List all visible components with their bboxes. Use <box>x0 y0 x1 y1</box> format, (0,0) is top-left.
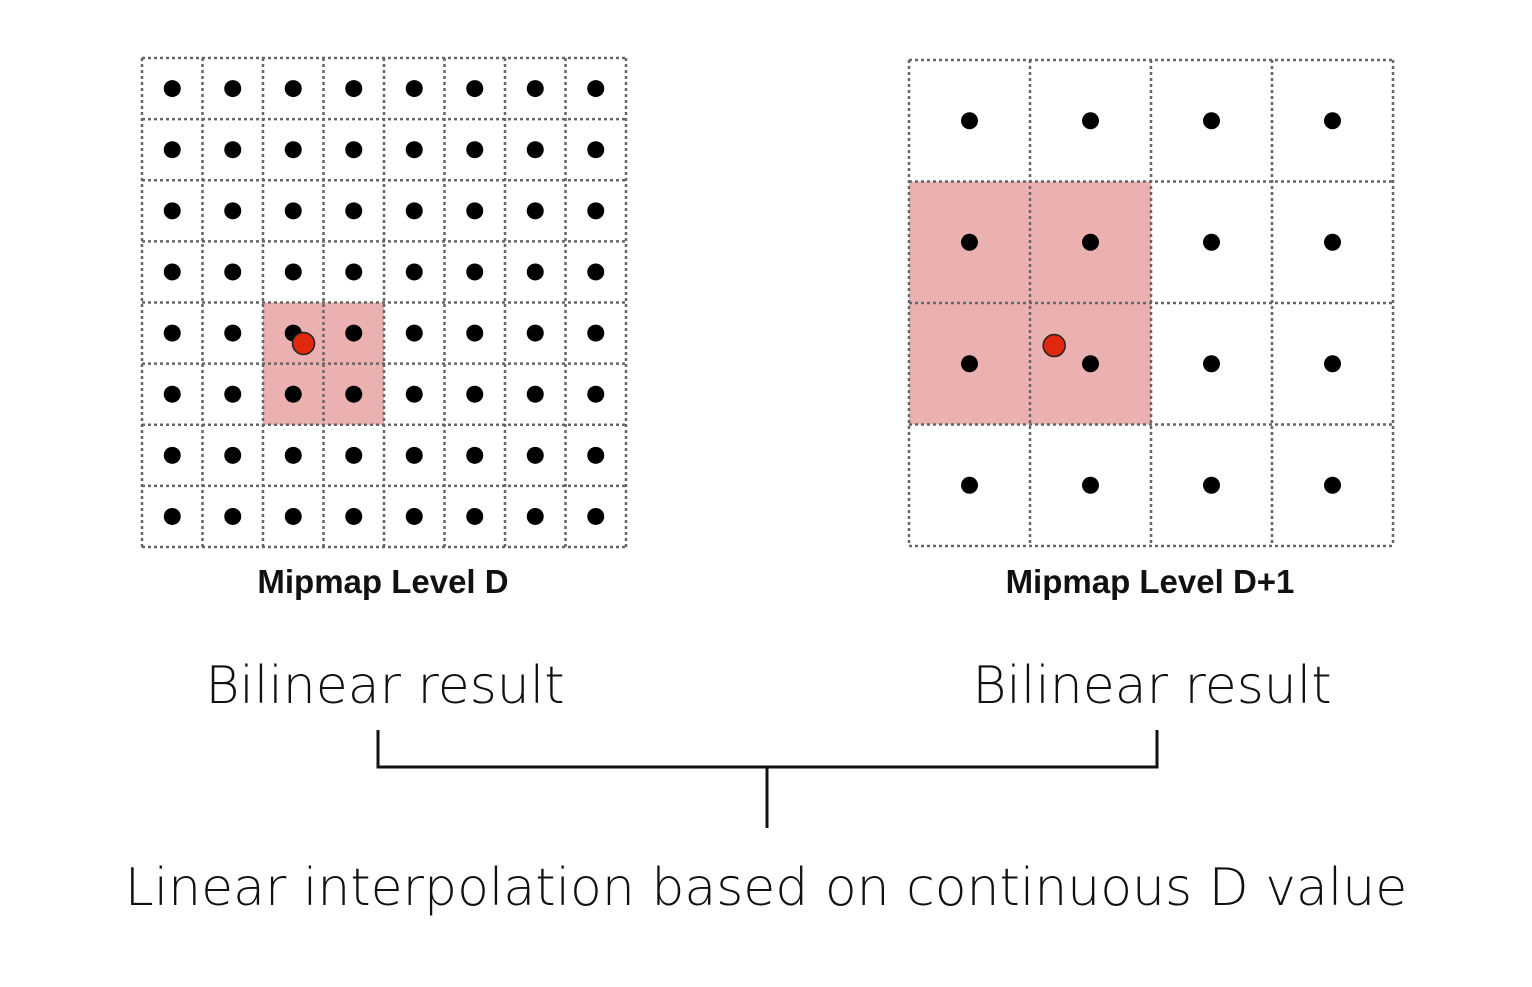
level-d-texel-dot <box>466 141 484 159</box>
level-d-texel-dot <box>345 446 363 464</box>
level-d-texel-dot <box>466 263 484 281</box>
mipmap-level-d1-caption: Mipmap Level D+1 <box>1006 563 1295 600</box>
level-d-texel-dot <box>284 263 302 281</box>
level-d1-texel-dot <box>1203 233 1220 251</box>
level-d-texel-dot <box>284 507 302 525</box>
level-d-texel-dot <box>405 324 423 342</box>
level-d1-texel-dot <box>1324 476 1341 494</box>
level-d-texel-dot <box>405 507 423 525</box>
level-d-texel-dot <box>466 507 484 525</box>
level-d1-texel-dot <box>961 476 978 494</box>
level-d-texel-dot <box>163 141 181 159</box>
level-d-texel-dot <box>526 80 544 98</box>
level-d1-texel-dot <box>961 355 978 373</box>
level-d-texel-dot <box>587 446 605 464</box>
level-d-texel-dot <box>284 141 302 159</box>
level-d-texel-dot <box>163 507 181 525</box>
level-d1-texel-dot <box>1082 233 1099 251</box>
level-d-texel-dot <box>163 446 181 464</box>
level-d-texel-dot <box>345 141 363 159</box>
level-d1-texel-dot <box>1324 112 1341 130</box>
level-d-texel-dot <box>345 202 363 220</box>
level-d1-texel-dot <box>961 233 978 251</box>
linear-interpolation-label: Linear interpolation based on continuous… <box>125 858 1407 918</box>
level-d-texel-dot <box>284 202 302 220</box>
level-d-texel-dot <box>345 507 363 525</box>
level-d-texel-dot <box>526 507 544 525</box>
level-d-texel-dot <box>526 385 544 403</box>
level-d-texel-dot <box>405 385 423 403</box>
level-d-texel-dot <box>405 263 423 281</box>
level-d-texel-dot <box>466 80 484 98</box>
level-d-texel-dot <box>526 141 544 159</box>
bilinear-result-left-label: Bilinear result <box>205 656 564 716</box>
level-d-texel-dot <box>224 80 242 98</box>
level-d-texel-dot <box>405 141 423 159</box>
bilinear-result-right-label: Bilinear result <box>972 656 1331 716</box>
level-d-texel-dot <box>224 263 242 281</box>
level-d-texel-dot <box>224 507 242 525</box>
mipmap-level-d-grid <box>140 56 628 549</box>
level-d-texel-dot <box>284 385 302 403</box>
level-d-texel-dot <box>526 263 544 281</box>
level-d-texel-dot <box>405 80 423 98</box>
level-d-texel-dot <box>587 385 605 403</box>
level-d1-sample-point <box>1042 333 1066 358</box>
level-d-texel-dot <box>224 324 242 342</box>
level-d-texel-dot <box>345 385 363 403</box>
level-d-texel-dot <box>163 263 181 281</box>
level-d-texel-dot <box>224 141 242 159</box>
level-d-texel-dot <box>526 446 544 464</box>
level-d-texel-dot <box>224 385 242 403</box>
level-d-texel-dot <box>224 202 242 220</box>
level-d-texel-dot <box>163 80 181 98</box>
level-d-texel-dot <box>587 324 605 342</box>
combine-bracket <box>376 730 1159 828</box>
level-d-texel-dot <box>405 202 423 220</box>
level-d-sample-point <box>291 331 316 356</box>
level-d-texel-dot <box>163 324 181 342</box>
level-d-texel-dot <box>284 446 302 464</box>
level-d-texel-dot <box>587 80 605 98</box>
level-d-texel-dot <box>163 385 181 403</box>
level-d1-texel-dot <box>1324 233 1341 251</box>
level-d1-texel-dot <box>1082 355 1099 373</box>
level-d1-texel-dot <box>1203 355 1220 373</box>
level-d-texel-dot <box>587 263 605 281</box>
level-d-texel-dot <box>587 507 605 525</box>
level-d1-texel-dot <box>1203 476 1220 494</box>
level-d1-texel-dot <box>1082 476 1099 494</box>
level-d-texel-dot <box>284 80 302 98</box>
level-d-texel-dot <box>405 446 423 464</box>
level-d-texel-dot <box>466 324 484 342</box>
mipmap-level-d-caption: Mipmap Level D <box>257 563 508 600</box>
level-d1-texel-dot <box>1324 355 1341 373</box>
level-d-texel-dot <box>526 324 544 342</box>
level-d-texel-dot <box>163 202 181 220</box>
level-d-texel-dot <box>587 141 605 159</box>
level-d-texel-dot <box>224 446 242 464</box>
level-d1-texel-dot <box>961 112 978 130</box>
mipmap-level-d1-grid <box>907 58 1395 548</box>
level-d-texel-dot <box>466 385 484 403</box>
level-d-texel-dot <box>345 324 363 342</box>
level-d-texel-dot <box>466 202 484 220</box>
level-d1-texel-dot <box>1203 112 1220 130</box>
bracket-horizontal <box>376 730 1159 769</box>
level-d-texel-dot <box>466 446 484 464</box>
level-d-texel-dot <box>345 263 363 281</box>
level-d1-texel-dot <box>1082 112 1099 130</box>
level-d-texel-dot <box>526 202 544 220</box>
level-d-texel-dot <box>587 202 605 220</box>
level-d-texel-dot <box>345 80 363 98</box>
